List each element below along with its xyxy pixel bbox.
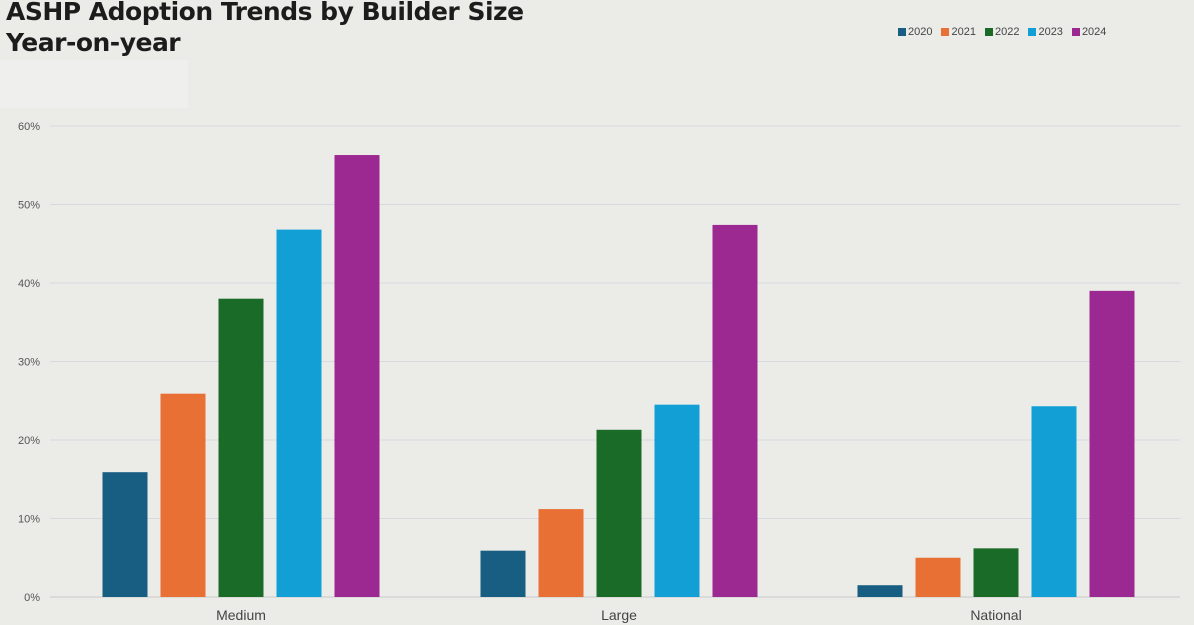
chart-subtitle: Year-on-year — [6, 28, 181, 57]
bar-large-2020 — [480, 550, 526, 597]
bar-large-2021 — [538, 509, 584, 597]
legend-swatch — [941, 28, 950, 36]
bar-medium-2020 — [102, 472, 148, 597]
redacted-area — [0, 60, 188, 108]
x-tick-label: Large — [601, 607, 637, 623]
legend-label: 2023 — [1038, 26, 1063, 38]
bar-large-2022 — [596, 429, 642, 597]
bar-medium-2023 — [276, 229, 322, 597]
legend-label: 2022 — [994, 26, 1020, 38]
y-tick-label: 40% — [18, 278, 40, 290]
bar-national-2022 — [973, 548, 1019, 597]
legend-item-2024: 2024 — [1071, 26, 1107, 38]
bar-national-2024 — [1089, 290, 1135, 597]
y-tick-label: 50% — [18, 200, 40, 212]
bar-large-2023 — [654, 404, 700, 597]
chart-title-main: ASHP Adoption Trends by Builder Size — [6, 0, 524, 26]
bar-medium-2021 — [160, 393, 206, 597]
y-tick-label: 20% — [18, 435, 40, 447]
x-tick-label: Medium — [216, 607, 266, 623]
y-tick-label: 0% — [24, 592, 40, 604]
bar-national-2021 — [915, 557, 961, 597]
legend-swatch — [984, 28, 993, 36]
x-tick-label: National — [970, 607, 1021, 623]
legend-swatch — [1071, 28, 1080, 36]
legend-swatch — [898, 28, 906, 36]
legend-label: 2021 — [951, 26, 976, 38]
bar-national-2023 — [1031, 406, 1077, 597]
bar-large-2024 — [712, 224, 758, 597]
legend-label: 2024 — [1081, 26, 1107, 38]
legend-item-2022: 2022 — [984, 26, 1020, 38]
legend-item-2021: 2021 — [941, 26, 976, 38]
legend: 2020 2021 2022 2023 2024 — [898, 26, 1106, 38]
bar-national-2020 — [857, 585, 903, 597]
legend-swatch — [1028, 28, 1037, 36]
bar-medium-2022 — [218, 298, 264, 597]
y-tick-label: 60% — [18, 121, 40, 133]
legend-item-2020: 2020 — [898, 26, 932, 38]
y-tick-label: 30% — [18, 357, 40, 369]
chart-title: ASHP Adoption Trends by Builder Size Yea… — [6, 0, 524, 58]
legend-label: 2020 — [908, 26, 933, 38]
y-tick-label: 10% — [18, 514, 40, 526]
legend-item-2023: 2023 — [1028, 26, 1063, 38]
bar-medium-2024 — [334, 155, 380, 598]
